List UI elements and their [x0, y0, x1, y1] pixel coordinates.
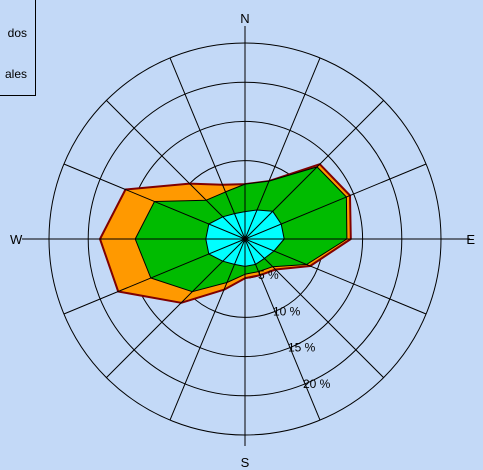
legend-item: dos [7, 26, 27, 40]
spoke-line [169, 57, 246, 240]
legend: dos ales [0, 0, 36, 96]
ring-label: 10 % [273, 304, 301, 318]
ring-label: 20 % [303, 377, 331, 391]
spoke-line [244, 238, 427, 315]
spoke-line [244, 163, 427, 240]
spoke-line [244, 100, 384, 240]
series-areas [99, 163, 352, 304]
spoke-line [106, 100, 246, 240]
spoke-line [63, 238, 246, 315]
spoke-line [244, 238, 384, 378]
compass-north: N [240, 11, 249, 26]
compass-south: S [241, 455, 250, 470]
ring-label: 5 % [258, 268, 279, 282]
spoke-line [63, 163, 246, 240]
compass-west: W [10, 232, 23, 247]
spoke-line [244, 57, 321, 240]
compass-east: E [466, 232, 475, 247]
ring-label: 15 % [288, 341, 316, 355]
spoke-line [244, 238, 321, 421]
spoke-line [106, 238, 246, 378]
spokes [22, 26, 470, 446]
ring-labels: 5 % 10 % 15 % 20 % [258, 268, 331, 391]
spoke-line [169, 238, 246, 421]
legend-item: ales [4, 67, 27, 81]
compass-labels: N E S W [10, 11, 475, 470]
